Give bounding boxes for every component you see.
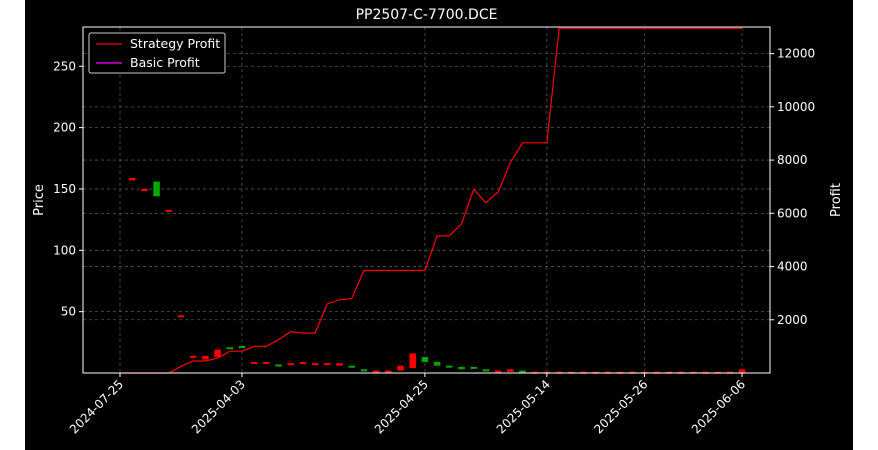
left-tick-label-100: 100	[53, 243, 76, 257]
candle-29	[482, 369, 490, 372]
chart-svg: 50 100 150 200 250 2000 4000 6000 8000 10000 1200…	[32, 7, 844, 436]
candle-26	[446, 365, 453, 368]
candle-15	[311, 363, 319, 366]
candle-5	[189, 355, 197, 358]
candle-0	[128, 177, 136, 181]
candle-51	[738, 369, 746, 372]
series-line-strategy-profit	[120, 27, 742, 374]
candle-9	[238, 346, 246, 349]
grid	[83, 27, 770, 373]
candle-24	[421, 357, 429, 362]
x-tick-label-2025-05-14: 2025-05-14	[494, 377, 553, 436]
candle-22	[397, 365, 404, 371]
candle-21	[385, 370, 392, 373]
right-axis: 2000 4000 6000 8000 10000 12000	[770, 47, 815, 327]
right-tick-label-12000: 12000	[777, 47, 815, 61]
right-tick-label-6000: 6000	[777, 206, 808, 220]
candle-28	[470, 366, 477, 369]
left-tick-label-200: 200	[53, 121, 76, 135]
candle-8	[226, 347, 234, 350]
candle-7	[214, 349, 221, 358]
candle-18	[348, 365, 355, 368]
candle-12	[275, 364, 282, 367]
candle-32	[519, 370, 526, 373]
x-tick-label-2024-07-25: 2024-07-25	[67, 377, 126, 436]
x-tick-label-2025-06-06: 2025-06-06	[689, 377, 748, 436]
candle-3	[165, 209, 173, 212]
candle-16	[324, 363, 331, 366]
left-tick-label-250: 250	[53, 59, 76, 73]
y-axis-right-title: Profit	[829, 183, 844, 217]
candle-27	[458, 366, 465, 370]
chart-figure: 50 100 150 200 250 2000 4000 6000 8000 10000 1200…	[25, 0, 853, 450]
chart-title: PP2507-C-7700.DCE	[356, 7, 498, 23]
candle-2	[153, 181, 160, 197]
candle-20	[372, 370, 380, 373]
candle-1	[141, 188, 148, 191]
series-lines	[120, 27, 742, 374]
candle-6	[202, 355, 209, 360]
candles	[128, 177, 746, 374]
candle-25	[433, 361, 441, 366]
y-axis-left-title: Price	[32, 184, 47, 216]
left-tick-label-50: 50	[61, 305, 76, 319]
left-axis: 50 100 150 200 250	[53, 59, 83, 319]
legend-label-basic-profit: Basic Profit	[130, 55, 200, 70]
legend-label-strategy-profit: Strategy Profit	[130, 36, 220, 51]
candle-17	[336, 363, 343, 366]
candle-11	[263, 361, 270, 364]
candle-10	[250, 361, 258, 364]
right-tick-label-8000: 8000	[777, 153, 808, 167]
candle-14	[299, 361, 307, 364]
right-tick-label-10000: 10000	[777, 100, 815, 114]
x-tick-label-2025-04-03: 2025-04-03	[189, 377, 248, 436]
x-axis: 2024-07-25 2025-04-03 2025-04-25 2025-05-14…	[67, 373, 748, 436]
candle-31	[507, 369, 514, 372]
right-tick-label-4000: 4000	[777, 260, 808, 274]
candle-19	[360, 369, 368, 372]
legend: Strategy Profit Basic Profit	[88, 32, 226, 74]
candle-13	[287, 363, 294, 366]
x-tick-label-2025-04-25: 2025-04-25	[372, 377, 431, 436]
candle-23	[409, 353, 416, 369]
candle-4	[177, 315, 185, 318]
x-tick-label-2025-05-26: 2025-05-26	[591, 377, 650, 436]
plot-frame	[82, 26, 771, 374]
candle-30	[494, 370, 502, 373]
legend-box	[88, 32, 226, 74]
left-tick-label-150: 150	[53, 182, 76, 196]
right-tick-label-2000: 2000	[777, 313, 808, 327]
